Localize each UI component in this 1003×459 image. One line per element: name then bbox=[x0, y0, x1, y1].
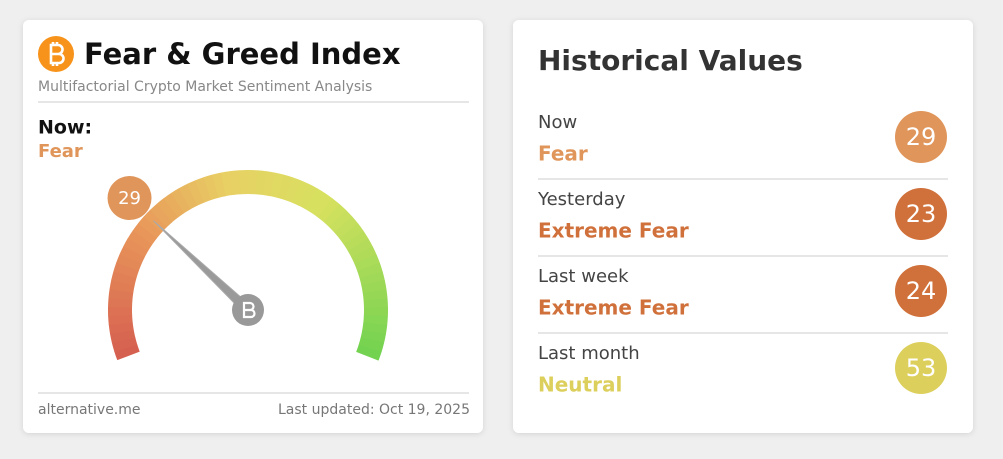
gauge-arc bbox=[362, 322, 388, 335]
value-badge bbox=[895, 111, 947, 163]
value-badge bbox=[895, 188, 947, 240]
gauge-arc bbox=[255, 170, 267, 196]
gauge-arc bbox=[347, 238, 373, 258]
classification: Extreme Fear bbox=[538, 296, 689, 320]
gauge-arc bbox=[351, 246, 377, 265]
gauge-arc bbox=[359, 271, 385, 286]
gauge-arc bbox=[119, 245, 145, 264]
gauge-arc bbox=[108, 322, 134, 335]
gauge-arc bbox=[334, 216, 359, 239]
gauge-arc bbox=[248, 170, 258, 195]
gauge-arc bbox=[163, 192, 185, 218]
value-label: 29 bbox=[118, 188, 141, 209]
gauge-arc bbox=[358, 337, 385, 353]
gauge-arc bbox=[298, 184, 318, 210]
gauge-arc bbox=[329, 209, 353, 233]
value-label: 29 bbox=[906, 123, 937, 151]
source: alternative.me bbox=[38, 402, 141, 418]
value-badge bbox=[895, 265, 947, 317]
gauge-arc bbox=[311, 192, 333, 218]
gauge-arc bbox=[277, 174, 293, 201]
gauge-arc bbox=[305, 188, 326, 214]
gauge-arc bbox=[132, 223, 158, 245]
gauge-arc bbox=[108, 314, 133, 326]
gauge-arc bbox=[113, 262, 139, 279]
gauge-arc bbox=[357, 262, 383, 279]
gauge-arc bbox=[363, 298, 388, 308]
now-classification: Fear bbox=[38, 141, 83, 162]
hub-logo bbox=[242, 301, 256, 319]
gauge-arc bbox=[238, 170, 249, 195]
value-label: 23 bbox=[906, 200, 937, 228]
history-list: Now Fear 29 Yesterday Extreme Fear 23 Last wee… bbox=[537, 111, 948, 397]
gauge-arc bbox=[150, 203, 173, 228]
value-label: 24 bbox=[906, 277, 937, 305]
gauge-arc bbox=[111, 336, 138, 352]
gauge-arc bbox=[362, 289, 388, 301]
gauge-arc bbox=[203, 174, 219, 200]
period: Yesterday bbox=[537, 189, 626, 210]
gauge: 29 bbox=[107, 170, 388, 361]
period: Last month bbox=[538, 343, 640, 364]
gauge-arc bbox=[363, 315, 388, 326]
gauge-arc bbox=[116, 253, 142, 271]
gauge-arc bbox=[156, 197, 179, 223]
gauge-arc bbox=[221, 171, 234, 197]
gauge-arc bbox=[108, 297, 133, 308]
classification: Neutral bbox=[538, 373, 622, 397]
gauge-arc bbox=[229, 170, 241, 195]
gauge-arc bbox=[114, 344, 140, 361]
gauge-arc bbox=[356, 344, 382, 361]
title: Fear & Greed Index bbox=[84, 37, 401, 71]
gauge-arc bbox=[186, 180, 205, 206]
gauge-arc bbox=[178, 183, 198, 210]
gauge-arc bbox=[360, 329, 386, 344]
gauge-arc bbox=[270, 172, 285, 198]
gauge-arc bbox=[109, 279, 135, 293]
bitcoin-logo bbox=[38, 36, 74, 72]
classification: Extreme Fear bbox=[538, 219, 689, 243]
period: Last week bbox=[538, 266, 629, 287]
now-label: Now: bbox=[38, 117, 92, 139]
gauge-arc bbox=[123, 237, 149, 258]
history-title: Historical Values bbox=[538, 44, 803, 77]
gauge-arc bbox=[339, 223, 364, 245]
updated: Last updated: Oct 19, 2025 bbox=[278, 402, 470, 418]
value-badge bbox=[107, 176, 152, 221]
gauge-arc bbox=[262, 171, 276, 197]
gauge-arc bbox=[343, 230, 369, 251]
gauge-arc bbox=[361, 280, 387, 294]
gauge-arc bbox=[111, 270, 137, 286]
gauge-arc bbox=[317, 198, 340, 223]
value-badge bbox=[895, 342, 947, 394]
gauge-arc bbox=[284, 177, 302, 203]
gauge-arc bbox=[171, 188, 192, 214]
gauge-arc bbox=[363, 307, 388, 317]
period: Now bbox=[538, 112, 577, 133]
classification: Fear bbox=[538, 142, 588, 166]
gauge-arc bbox=[195, 177, 212, 203]
value-label: 53 bbox=[906, 354, 937, 382]
gauge-arc bbox=[137, 216, 162, 239]
gauge-arc bbox=[291, 180, 310, 206]
gauge-arc bbox=[108, 306, 133, 317]
gauge-arc bbox=[143, 209, 168, 233]
history-card bbox=[513, 20, 973, 433]
gauge-arc bbox=[127, 230, 153, 251]
subtitle: Multifactorial Crypto Market Sentiment A… bbox=[38, 79, 372, 95]
gauge-arc bbox=[323, 203, 347, 228]
gauge-arc bbox=[354, 254, 380, 272]
